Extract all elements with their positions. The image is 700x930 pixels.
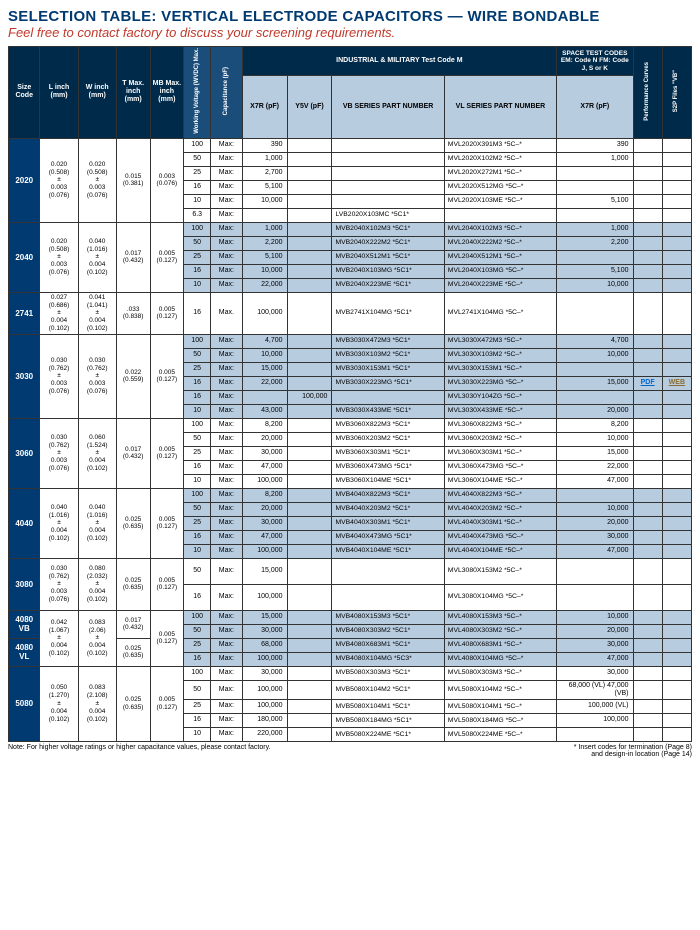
table-row: 30800.030(0.762)±0.003(0.076)0.080(2.032…: [9, 558, 692, 584]
pdf-link[interactable]: PDF: [641, 379, 655, 386]
hdr-size: Size Code: [9, 47, 40, 139]
table-row: 40400.040(1.016)±0.004(0.102)0.040(1.016…: [9, 488, 692, 502]
hdr-s2p: S2P Files "VB": [662, 47, 691, 139]
hdr-MB: MB Max. inch (mm): [150, 47, 184, 139]
web-link[interactable]: WEB: [669, 379, 685, 386]
hdr-W: W inch (mm): [78, 47, 116, 139]
hdr-vb: VB SERIES PART NUMBER: [332, 76, 444, 138]
table-row: 30300.030(0.762)±0.003(0.076)0.030(0.762…: [9, 334, 692, 348]
footnote: Note: For higher voltage ratings or high…: [8, 744, 692, 751]
table-row: 30600.030(0.762)±0.003(0.076)0.060(1.524…: [9, 418, 692, 432]
table-row: 4080 VB0.042(1.067)±0.004(0.102)0.083(2.…: [9, 610, 692, 624]
table-row: 20400.020(0.508)±0.003(0.076)0.040(1.016…: [9, 222, 692, 236]
hdr-vl: VL SERIES PART NUMBER: [444, 76, 556, 138]
hdr-L: L inch (mm): [40, 47, 78, 139]
hdr-perf: Performance Curves: [633, 47, 662, 139]
selection-table: Size Code L inch (mm) W inch (mm) T Max.…: [8, 46, 692, 742]
hdr-x7r2: X7R (pF): [557, 76, 633, 138]
hdr-space: SPACE TEST CODES EM: Code N FM: Code J, …: [557, 47, 633, 76]
hdr-wv: Working Voltage (WVDC) Max.: [184, 47, 211, 139]
table-row: 27410.027(0.686)±0.004(0.102)0.041(1.041…: [9, 292, 692, 334]
hdr-x7r: X7R (pF): [242, 76, 287, 138]
hdr-cap: Capacitance (pF): [211, 47, 242, 139]
table-row: 50800.050(1.270)±0.004(0.102)0.083(2.108…: [9, 666, 692, 680]
hdr-indmil: INDUSTRIAL & MILITARY Test Code M: [242, 47, 557, 76]
table-header: Size Code L inch (mm) W inch (mm) T Max.…: [9, 47, 692, 139]
page-subtitle: Feel free to contact factory to discuss …: [8, 25, 692, 40]
hdr-T: T Max. inch (mm): [116, 47, 150, 139]
page-title: SELECTION TABLE: VERTICAL ELECTRODE CAPA…: [8, 8, 692, 25]
table-row: 20200.020(0.508)±0.003(0.076)0.020(0.508…: [9, 138, 692, 152]
hdr-y5v: Y5V (pF): [287, 76, 332, 138]
